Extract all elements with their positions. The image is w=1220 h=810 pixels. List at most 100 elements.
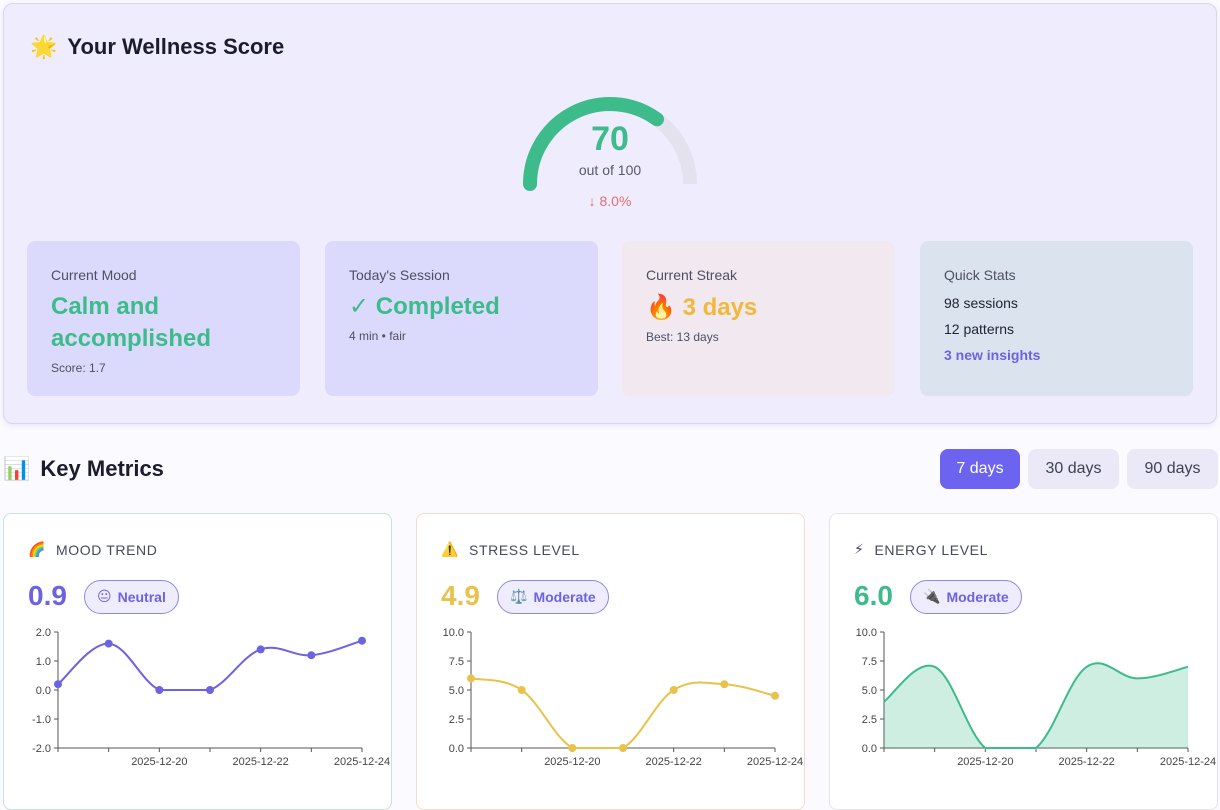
x-tick-label: 2025-12-20 (957, 756, 1013, 768)
wellness-title: 🌟 Your Wellness Score (30, 34, 284, 60)
y-tick-label: 0.0 (449, 743, 464, 755)
metric-value: 4.9 (441, 580, 480, 611)
lightning-icon: ⚡ (854, 542, 865, 558)
card-current-mood: Current Mood Calm and accomplished Score… (27, 241, 300, 396)
data-point (720, 680, 729, 689)
session-detail: 4 min • fair (349, 329, 406, 343)
metric-header: ⚠️ STRESS LEVEL (441, 542, 580, 558)
y-tick-label: 7.5 (862, 656, 877, 668)
card-quick-stats: Quick Stats 98 sessions 12 patterns 3 ne… (920, 241, 1193, 396)
data-point (771, 691, 779, 700)
neutral-face-icon: 😐 (97, 589, 112, 605)
gauge-fill (523, 97, 664, 191)
stat-sessions: 98 sessions (944, 295, 1018, 311)
y-tick-label: 10.0 (443, 627, 464, 639)
badge-label: Moderate (946, 589, 1009, 605)
wellness-title-text: Your Wellness Score (67, 34, 285, 59)
data-point (517, 686, 526, 694)
x-tick-label: 2025-12-20 (544, 756, 600, 768)
wellness-score-sub: out of 100 (578, 162, 642, 178)
key-metrics-title-text: Key Metrics (40, 456, 164, 481)
x-tick-label: 2025-12-24 (747, 756, 803, 768)
y-tick-label: 2.0 (36, 627, 51, 639)
series-line (883, 662, 1189, 749)
series-area (884, 663, 1188, 748)
metric-title: MOOD TREND (56, 542, 158, 558)
data-point (104, 639, 113, 648)
mood-status-badge: 😐 Neutral (84, 580, 179, 614)
card-label: Today's Session (349, 267, 450, 283)
metric-header: ⚡ ENERGY LEVEL (854, 542, 988, 558)
y-tick-label: 7.5 (449, 656, 464, 668)
data-point (467, 674, 475, 683)
card-label: Quick Stats (944, 267, 1016, 283)
new-insights-link[interactable]: 3 new insights (944, 347, 1041, 363)
energy-level-chart: 10.0 7.5 5.0 2.5 0.0 2025-12-20 2025-12-22 2025… (856, 627, 1216, 768)
stress-level-chart: 10.0 7.5 5.0 2.5 0.0 2025-12-20 2025-12-22 2025… (443, 627, 803, 768)
data-point (54, 680, 62, 689)
balance-scale-icon: ⚖️ (510, 589, 528, 605)
card-current-streak: Current Streak 🔥 3 days Best: 13 days (622, 241, 895, 396)
range-90-days-button[interactable]: 90 days (1127, 449, 1218, 489)
y-tick-label: 5.0 (862, 685, 877, 697)
data-point (307, 651, 316, 660)
wellness-change: ↓ 8.0% (588, 193, 632, 209)
range-30-days-button[interactable]: 30 days (1028, 449, 1119, 489)
mood-value: Calm and accomplished (51, 291, 276, 355)
series-line (57, 639, 363, 691)
mood-score: Score: 1.7 (51, 361, 106, 375)
mood-value-line2: accomplished (51, 325, 212, 352)
rainbow-icon: 🌈 (28, 542, 47, 558)
x-tick-label: 2025-12-22 (1059, 756, 1115, 768)
data-point (206, 686, 214, 694)
y-tick-label: 2.5 (449, 714, 464, 726)
data-point (568, 744, 577, 752)
stat-patterns: 12 patterns (944, 321, 1015, 337)
mood-trend-chart: 2.0 1.0 0.0 -1.0 -2.0 2025-12-20 2025-12-22 202… (32, 627, 390, 768)
metric-header: 🌈 MOOD TREND (28, 542, 157, 558)
x-tick-label: 2025-12-20 (131, 756, 187, 768)
metric-card-energy: ⚡ ENERGY LEVEL 6.0 🔌 Moderate 10.0 7.5 5.0… (829, 513, 1218, 810)
bar-chart-icon: 📊 (3, 456, 31, 482)
x-tick-label: 2025-12-22 (233, 756, 289, 768)
plug-icon: 🔌 (923, 589, 941, 605)
data-point (256, 645, 265, 654)
y-tick-label: 1.0 (36, 656, 51, 668)
metric-title: ENERGY LEVEL (874, 542, 988, 558)
session-status: ✓ Completed (349, 293, 500, 320)
x-tick-label: 2025-12-24 (1160, 756, 1216, 768)
metric-card-mood: 🌈 MOOD TREND 0.9 😐 Neutral 2.0 1.0 0.0 -1.0… (3, 513, 392, 810)
streak-days: 3 days (682, 294, 758, 321)
streak-best: Best: 13 days (646, 330, 719, 344)
badge-label: Neutral (117, 589, 166, 605)
stress-status-badge: ⚖️ Moderate (497, 580, 609, 614)
x-tick-label: 2025-12-24 (334, 756, 390, 768)
y-tick-label: 10.0 (856, 627, 877, 639)
series-line (470, 677, 776, 749)
key-metrics-title: 📊 Key Metrics (3, 456, 164, 482)
metric-value: 0.9 (28, 580, 67, 611)
metric-card-stress: ⚠️ STRESS LEVEL 4.9 ⚖️ Moderate 10.0 7.5 5… (416, 513, 805, 810)
data-point (669, 686, 678, 694)
streak-value: 🔥 3 days (646, 291, 871, 324)
badge-label: Moderate (533, 589, 596, 605)
fire-icon: 🔥 (646, 293, 676, 321)
range-7-days-button[interactable]: 7 days (940, 449, 1020, 489)
energy-status-badge: 🔌 Moderate (910, 580, 1022, 614)
wellness-score: 70 (591, 120, 629, 158)
warning-icon: ⚠️ (441, 542, 460, 558)
card-todays-session: Today's Session ✓ Completed 4 min • fair (325, 241, 598, 396)
y-tick-label: -1.0 (32, 714, 51, 726)
y-tick-label: -2.0 (32, 743, 51, 755)
metric-value: 6.0 (854, 580, 893, 611)
card-label: Current Mood (51, 267, 137, 283)
metric-title: STRESS LEVEL (469, 542, 580, 558)
x-tick-label: 2025-12-22 (646, 756, 702, 768)
sparkle-star-icon: 🌟 (30, 34, 58, 60)
data-point (358, 636, 366, 645)
y-tick-label: 0.0 (36, 685, 51, 697)
data-point (155, 686, 164, 694)
y-tick-label: 0.0 (862, 743, 877, 755)
card-label: Current Streak (646, 267, 738, 283)
y-tick-label: 2.5 (862, 714, 877, 726)
